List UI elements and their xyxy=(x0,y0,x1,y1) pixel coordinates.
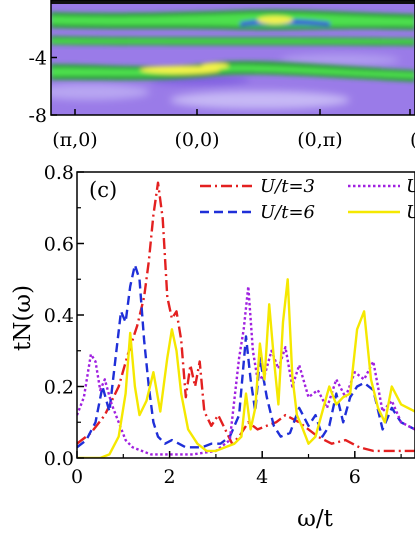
x-tick-label: 4 xyxy=(256,466,268,488)
y-axis-label: tN(ω) xyxy=(10,285,36,351)
heatmap-panel: -4 -8(π,0) (0,0) (0,π) ( xyxy=(28,0,415,151)
y-tick-label: 0.6 xyxy=(44,234,74,256)
heatmap-xtick-label: (π,0) xyxy=(52,129,97,151)
axis-ticks xyxy=(76,171,402,459)
x-tick-label: 0 xyxy=(71,466,83,488)
series-line-1 xyxy=(77,181,415,453)
y-tick-label: 0.8 xyxy=(44,162,74,184)
heatmap-ytick-label: -8 xyxy=(28,105,47,127)
heatmap-area xyxy=(51,0,415,115)
heatmap-xtick-label: (0,π) xyxy=(297,129,342,151)
y-tick-label: 0.2 xyxy=(44,377,74,399)
axis-tick-labels: 0 2 4 6 0.0 0.2 0.4 0.6 0.8 xyxy=(44,162,361,488)
heatmap-band-middle xyxy=(51,36,415,46)
panel-label: (c) xyxy=(89,178,117,202)
y-tick-label: 0.0 xyxy=(44,448,74,470)
x-tick-label: 6 xyxy=(349,466,361,488)
series-group xyxy=(77,181,415,458)
heatmap-texture xyxy=(51,54,400,109)
heatmap-ytick-label: -4 xyxy=(28,48,47,70)
legend-label-series-2: U/t=6 xyxy=(260,202,315,223)
legend-label-series-4: U xyxy=(406,202,415,223)
heatmap-tick-labels: -4 -8(π,0) (0,0) (0,π) ( xyxy=(28,48,415,152)
heatmap-xtick-label: (0,0) xyxy=(174,129,219,151)
series-line-3 xyxy=(77,285,415,456)
legend-label-series-1: U/t=3 xyxy=(260,176,315,197)
line-chart-panel: 0 2 4 6 0.0 0.2 0.4 0.6 0.8 tN(ω) ω/t (c) U/t=3 … xyxy=(10,162,415,532)
heatmap-dark-edge xyxy=(51,0,415,4)
x-tick-label: 2 xyxy=(164,466,176,488)
heatmap-band-lower xyxy=(51,60,415,82)
heatmap-xtick-label: ( xyxy=(410,129,415,151)
series-line-4 xyxy=(77,278,415,458)
heatmap-band-upper xyxy=(51,9,415,31)
legend-label-series-3: U xyxy=(406,176,415,197)
y-tick-label: 0.4 xyxy=(44,305,74,327)
legend: U/t=3 U U/t=6 U xyxy=(200,176,415,223)
heatmap-ticks xyxy=(51,56,411,116)
x-axis-label: ω/t xyxy=(297,506,334,532)
